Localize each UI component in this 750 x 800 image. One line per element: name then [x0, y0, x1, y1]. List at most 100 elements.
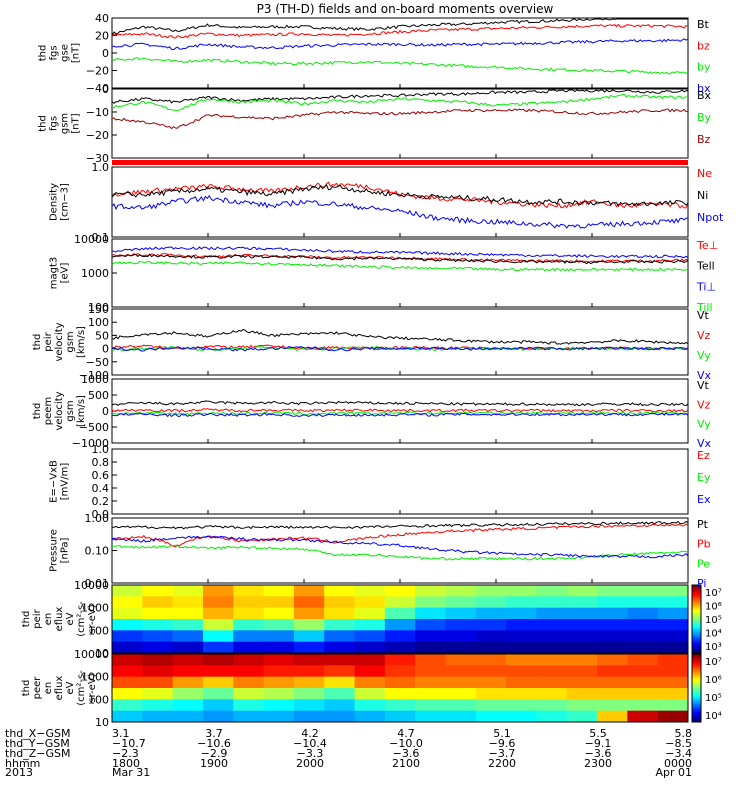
- colorbar-segment: [692, 678, 701, 682]
- heatmap-cell: [627, 676, 659, 689]
- heatmap-cell: [233, 676, 265, 689]
- x-axis-value: 1900: [200, 757, 228, 770]
- heatmap-cell: [293, 607, 325, 620]
- heatmap-cell: [263, 710, 295, 723]
- heatmap-cell: [202, 596, 234, 609]
- series-line-Vt: [111, 328, 689, 345]
- heatmap-cell: [384, 710, 416, 723]
- y-tick-label: 0.0: [92, 508, 110, 521]
- x-axis-value: −10.7: [112, 737, 146, 750]
- heatmap-cell: [202, 699, 234, 712]
- y-axis-label-line: eV: [65, 681, 76, 694]
- series-line-Npot: [111, 194, 688, 229]
- heatmap-cell: [657, 710, 689, 723]
- heatmap-cell: [202, 676, 234, 689]
- heatmap-cell: [263, 619, 295, 631]
- heatmap-cell: [263, 596, 295, 609]
- heatmap-cell: [293, 585, 325, 597]
- y-axis-label-line: eflux: [54, 607, 65, 632]
- heatmap-cell: [233, 654, 265, 666]
- heatmap-cell: [263, 699, 295, 712]
- colorbar-segment: [692, 683, 701, 687]
- heatmap-cell: [566, 641, 598, 654]
- y-axis-label-line: velocity: [54, 322, 65, 361]
- heatmap-cell: [627, 688, 659, 700]
- x-axis-value: −10.0: [389, 737, 423, 750]
- colorbar-segment: [692, 665, 701, 669]
- x-axis-value: −9.1: [585, 737, 612, 750]
- legend-entry: Vx: [697, 369, 712, 382]
- y-tick-label: −100: [79, 369, 109, 382]
- heatmap-cell: [627, 699, 659, 712]
- legend-entry: Vt: [697, 309, 710, 322]
- heatmap-cell: [354, 607, 386, 620]
- heatmap-cell: [354, 665, 386, 678]
- y-axis-label-line: thd: [21, 611, 32, 628]
- colorbar-segment: [692, 717, 701, 721]
- y-axis-label-line: gse: [60, 44, 71, 62]
- heatmap-cell: [475, 654, 507, 666]
- heatmap-cell: [354, 619, 386, 631]
- heatmap-cell: [354, 596, 386, 609]
- panel-frame: [111, 166, 689, 238]
- colorbar-segment: [692, 591, 701, 595]
- heatmap-cell: [657, 676, 689, 689]
- heatmap-cell: [142, 710, 174, 723]
- heatmap-cell: [112, 619, 143, 631]
- heatmap-cell: [172, 619, 204, 631]
- heatmap-cell: [172, 654, 204, 666]
- legend-entry: Pi: [697, 577, 706, 590]
- heatmap-cell: [506, 585, 537, 597]
- heatmap-cell: [597, 665, 628, 678]
- y-tick-label: 1.0: [92, 161, 110, 174]
- series-line-Pi: [111, 535, 689, 559]
- y-tick-label: −10: [86, 106, 109, 119]
- heatmap-cell: [536, 607, 568, 620]
- heatmap-cell: [324, 607, 356, 620]
- heatmap-cell: [233, 607, 265, 620]
- legend-1: Bx By Bz: [697, 89, 712, 146]
- x-axis-value: 3.7: [205, 727, 223, 740]
- y-tick-label: 150: [88, 303, 109, 316]
- series-line-Bx: [111, 89, 689, 104]
- heatmap-cell: [233, 665, 265, 678]
- x-axis-value: −3.4: [665, 747, 692, 760]
- legend-7: Pt Pb Pe Pi: [697, 518, 711, 590]
- x-axis-value: −3.6: [585, 747, 612, 760]
- legend-entry: Vy: [697, 349, 711, 362]
- x-axis-value: −8.5: [665, 737, 692, 750]
- heatmap-cell: [536, 699, 568, 712]
- heatmap-cell: [324, 619, 356, 631]
- heatmap-cell: [445, 596, 477, 609]
- y-tick-label: −20: [86, 129, 109, 142]
- y-tick-label: 1.0: [92, 443, 110, 456]
- y-axis-label-line: thd: [32, 334, 43, 351]
- heatmap-cell: [566, 630, 598, 643]
- x-axis-row-label: thd_Y−GSM: [5, 737, 70, 750]
- heatmap-cell: [142, 699, 174, 712]
- figure-title: P3 (TH-D) fields and on-board moments ov…: [257, 2, 554, 16]
- y-tick-label: 100: [88, 316, 109, 329]
- heatmap-cell: [445, 630, 477, 643]
- heatmap-cell: [506, 665, 537, 678]
- heatmap-cell: [627, 654, 659, 666]
- y-axis-label-line: peir: [43, 331, 54, 351]
- legend-entry: Pb: [697, 538, 711, 551]
- x-axis-value: 2200: [488, 757, 516, 770]
- heatmap-cell: [657, 688, 689, 700]
- heatmap-cell: [415, 654, 446, 666]
- series-line-Pt: [111, 520, 689, 530]
- y-axis-label-line: en: [43, 613, 54, 626]
- y-tick-label: −20: [86, 65, 109, 78]
- heatmap-cell: [293, 665, 325, 678]
- legend-entry: Npot: [697, 211, 724, 224]
- colorbar-segment: [692, 632, 701, 636]
- heatmap-cell: [202, 688, 234, 700]
- heatmap-cell: [354, 699, 386, 712]
- heatmap-cell: [597, 676, 628, 689]
- heatmap-cell: [384, 641, 416, 654]
- series-line-Bt: [111, 18, 688, 36]
- legend-entry: Ne: [697, 167, 712, 180]
- heatmap-cell: [324, 654, 356, 666]
- heatmap-cell: [597, 619, 628, 631]
